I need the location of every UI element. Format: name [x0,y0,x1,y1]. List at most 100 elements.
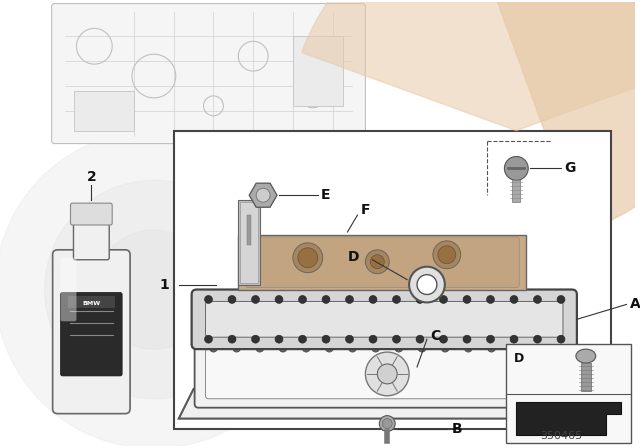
Circle shape [369,296,377,303]
Circle shape [392,335,401,343]
Text: B: B [452,422,463,435]
Circle shape [256,188,270,202]
Circle shape [205,296,212,303]
Circle shape [322,296,330,303]
Text: F: F [360,203,370,217]
Bar [581,363,591,391]
Circle shape [557,335,565,343]
Circle shape [205,335,212,343]
Circle shape [228,335,236,343]
Circle shape [557,344,565,352]
Bar [174,131,611,429]
Circle shape [365,352,409,396]
Polygon shape [179,389,591,418]
Text: E: E [321,188,330,202]
FancyBboxPatch shape [205,349,564,399]
Text: D: D [515,352,525,365]
Circle shape [228,296,236,303]
Circle shape [534,296,541,303]
Circle shape [511,344,518,352]
Circle shape [463,335,471,343]
Circle shape [380,416,395,431]
Circle shape [382,418,392,429]
Polygon shape [516,402,621,435]
Circle shape [418,344,426,352]
Wedge shape [486,0,640,233]
Bar [293,36,342,106]
Text: G: G [564,161,575,176]
Circle shape [346,296,353,303]
Circle shape [534,344,542,352]
Circle shape [298,248,317,268]
Circle shape [349,344,356,352]
Bar [238,200,260,284]
Text: 2: 2 [86,170,96,184]
Circle shape [417,275,437,294]
Circle shape [438,246,456,264]
Circle shape [440,296,447,303]
Circle shape [504,156,528,180]
Circle shape [463,296,471,303]
Circle shape [486,296,495,303]
FancyBboxPatch shape [195,340,575,408]
Circle shape [369,335,377,343]
Circle shape [395,344,403,352]
Circle shape [252,335,259,343]
Circle shape [325,344,333,352]
Circle shape [510,296,518,303]
FancyBboxPatch shape [191,289,577,349]
Bar [67,297,115,308]
Ellipse shape [576,349,596,363]
Circle shape [486,335,495,343]
Polygon shape [238,235,526,289]
FancyBboxPatch shape [52,250,130,414]
Circle shape [209,344,218,352]
Circle shape [510,335,518,343]
Circle shape [378,364,397,384]
Circle shape [233,344,241,352]
Circle shape [371,255,384,269]
Circle shape [293,243,323,273]
Circle shape [488,344,495,352]
FancyBboxPatch shape [52,4,365,143]
Circle shape [365,250,389,274]
Bar [240,202,258,283]
Circle shape [252,296,259,303]
Circle shape [346,335,353,343]
Circle shape [409,267,445,302]
FancyBboxPatch shape [74,218,109,260]
Circle shape [0,131,313,448]
FancyBboxPatch shape [61,258,76,321]
Circle shape [94,230,214,349]
Bar [247,215,252,245]
Circle shape [440,335,447,343]
Wedge shape [301,0,640,131]
Bar [74,91,134,131]
Text: C: C [430,329,440,343]
Text: 1: 1 [159,278,169,292]
Circle shape [372,344,380,352]
FancyBboxPatch shape [205,302,563,337]
Circle shape [279,344,287,352]
Text: BMW: BMW [83,301,100,306]
Circle shape [45,180,263,399]
Text: A: A [630,297,640,311]
Bar [506,344,630,444]
Circle shape [441,344,449,352]
Circle shape [298,335,307,343]
Circle shape [256,344,264,352]
Circle shape [557,296,565,303]
Circle shape [298,296,307,303]
Circle shape [534,335,541,343]
FancyBboxPatch shape [70,203,112,225]
Circle shape [275,335,283,343]
Circle shape [392,296,401,303]
Circle shape [433,241,461,269]
Text: 350465: 350465 [540,431,582,441]
Circle shape [416,335,424,343]
Bar [513,180,520,202]
FancyBboxPatch shape [245,237,519,288]
Circle shape [302,344,310,352]
Circle shape [275,296,283,303]
Circle shape [465,344,472,352]
